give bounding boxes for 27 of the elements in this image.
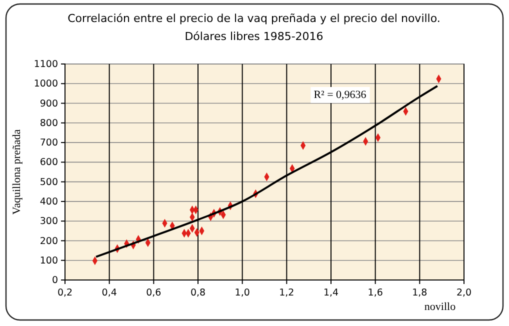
y-tick-label: 900 [40, 98, 58, 110]
chart-title: Correlación entre el precio de la vaq preñada y el precio del novillo. [68, 12, 440, 25]
x-tick-label: 1,4 [323, 288, 339, 299]
y-tick-label: 100 [40, 255, 58, 266]
x-tick-label: 1,2 [279, 288, 294, 299]
x-tick-label: 2,0 [456, 288, 472, 299]
y-tick-label: 800 [40, 118, 58, 129]
y-tick-label: 1100 [34, 59, 58, 70]
chart-subtitle: Dólares libres 1985-2016 [184, 30, 324, 43]
y-tick-label: 500 [40, 176, 58, 188]
y-tick-label: 600 [40, 157, 58, 168]
x-tick-label: 0,2 [57, 288, 73, 299]
x-tick-label: 1,8 [412, 288, 428, 299]
y-tick-label: 300 [40, 216, 58, 228]
y-tick-label: 700 [40, 138, 58, 149]
x-tick-label: 0,6 [146, 288, 162, 299]
y-tick-label: 0 [52, 275, 58, 286]
y-axis-title: Vaquillona preñada [11, 129, 23, 215]
y-tick-label: 400 [40, 196, 58, 208]
x-tick-label: 1,0 [234, 288, 250, 299]
x-axis-title: novillo [424, 301, 456, 313]
x-tick-label: 0,4 [102, 288, 117, 299]
y-tick-label: 200 [40, 236, 58, 247]
x-tick-label: 1,6 [368, 288, 383, 299]
x-tick-label: 0,8 [190, 288, 206, 299]
y-tick-label: 1000 [34, 78, 58, 90]
annotation: R² = 0,9636 [314, 89, 367, 101]
